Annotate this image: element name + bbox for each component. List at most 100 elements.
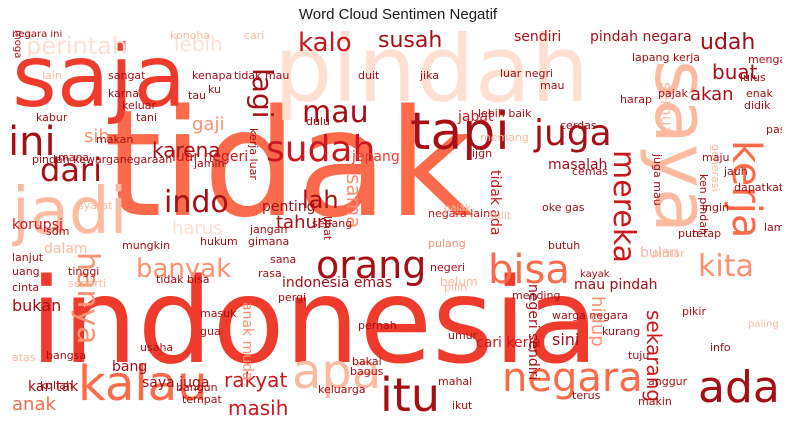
word-20: dari <box>40 151 102 189</box>
word-138: maju <box>702 151 730 164</box>
word-132: pilih <box>444 281 468 294</box>
word-98: keluar <box>122 99 157 112</box>
word-141: kata <box>766 181 782 194</box>
word-115: kuliah <box>40 379 73 392</box>
word-109: pergi <box>278 291 307 304</box>
word-139: jauh <box>724 165 748 178</box>
word-63: oke gas <box>542 201 585 214</box>
word-56: tidak ada <box>487 170 503 236</box>
word-166: lain <box>42 69 62 82</box>
word-116: tempat <box>182 393 222 406</box>
word-59: korupsi <box>12 217 63 233</box>
word-80: lanjut <box>12 251 44 264</box>
word-45: anak <box>12 394 56 415</box>
word-10: ada <box>698 362 780 413</box>
word-23: hanya <box>70 252 105 345</box>
chart-title: Word Cloud Sentimen Negatif <box>298 6 498 23</box>
word-164: memang <box>480 131 529 144</box>
word-31: buat <box>712 60 758 84</box>
word-85: gimana <box>248 235 290 248</box>
word-155: lulus <box>740 71 766 84</box>
word-3: pindah <box>274 30 590 123</box>
word-95: kenapa <box>192 69 233 82</box>
word-106: dalam <box>44 241 88 257</box>
word-163: mau <box>540 79 565 92</box>
word-123: ikut <box>452 399 473 412</box>
word-77: bulan <box>640 245 680 261</box>
word-34: gaji <box>192 114 225 135</box>
word-0: tidak <box>104 78 474 250</box>
word-18: kerja <box>723 140 769 239</box>
word-91: ijgn <box>472 147 493 160</box>
word-75: cerdas <box>560 119 597 132</box>
word-142: lama bagi <box>764 221 782 234</box>
word-14: apa <box>292 344 382 400</box>
word-51: saya juga <box>142 375 210 391</box>
word-103: pindah kewarganegaraan <box>32 153 173 166</box>
word-39: sama <box>342 174 366 229</box>
word-24: mereka <box>606 150 641 264</box>
word-73: pulang <box>428 237 466 250</box>
word-4: saya <box>638 60 724 234</box>
word-118: pernah <box>358 319 397 332</box>
word-9: kalau <box>78 356 208 412</box>
word-82: cinta <box>12 281 40 294</box>
word-72: info <box>710 341 731 354</box>
word-165: harap <box>620 93 652 106</box>
word-48: indonesia emas <box>282 275 393 291</box>
word-94: jika <box>420 69 440 82</box>
word-135: pintar <box>652 247 685 260</box>
word-88: sulit <box>488 209 512 222</box>
word-100: kabur <box>36 111 68 124</box>
word-146: masalah <box>548 157 608 173</box>
word-49: mau pindah <box>574 277 658 293</box>
word-144: juga mau <box>651 154 664 206</box>
word-19: indo <box>164 185 229 220</box>
word-137: ingin <box>702 201 730 214</box>
word-25: lagi <box>246 68 279 119</box>
word-89: sedang <box>312 217 353 230</box>
word-55: anak muda <box>239 302 255 381</box>
word-122: mahal <box>438 375 473 388</box>
word-96: sangat <box>108 69 146 82</box>
word-114: bangun <box>176 381 218 394</box>
word-160: ku <box>208 83 222 96</box>
word-33: karena <box>152 138 221 162</box>
word-152: luar negri <box>500 67 554 80</box>
word-99: tani <box>136 111 158 124</box>
word-16: sudah <box>266 129 376 170</box>
word-154: mengapa <box>748 53 782 66</box>
word-101: makan <box>96 133 134 146</box>
word-41: sekarang <box>642 310 666 403</box>
word-102: jamin <box>194 157 225 170</box>
word-126: warga negara <box>552 309 629 322</box>
word-74: butuh <box>548 239 581 252</box>
word-1: indonesia <box>30 252 599 390</box>
word-112: bangsa <box>46 349 87 362</box>
word-64: belum <box>440 275 478 289</box>
word-68: bang <box>112 359 148 375</box>
word-21: banyak <box>136 254 232 284</box>
word-130: pikir <box>682 305 706 318</box>
word-2: saja <box>12 30 187 127</box>
word-66: mending <box>512 289 561 302</box>
word-169: negara ini <box>12 30 63 40</box>
word-5: jadi <box>12 175 128 249</box>
word-86: jangan <box>250 223 288 236</box>
word-78: hukum <box>200 235 238 248</box>
word-128: anggur <box>648 375 688 388</box>
word-153: lapang kerja <box>632 51 701 64</box>
word-46: semua <box>657 82 676 136</box>
word-93: duit <box>358 69 380 82</box>
word-12: orang <box>316 243 427 287</box>
word-97: karna <box>108 87 139 100</box>
word-84: sana <box>270 253 297 266</box>
word-43: rakyat <box>224 368 288 392</box>
word-105: sdm <box>46 225 70 238</box>
word-125: kurang <box>602 325 641 338</box>
word-69: masuk <box>200 307 237 320</box>
word-83: rasa <box>258 267 282 280</box>
word-79: mungkin <box>122 239 171 252</box>
word-161: dulu <box>306 115 330 128</box>
word-136: tetap <box>692 227 722 240</box>
